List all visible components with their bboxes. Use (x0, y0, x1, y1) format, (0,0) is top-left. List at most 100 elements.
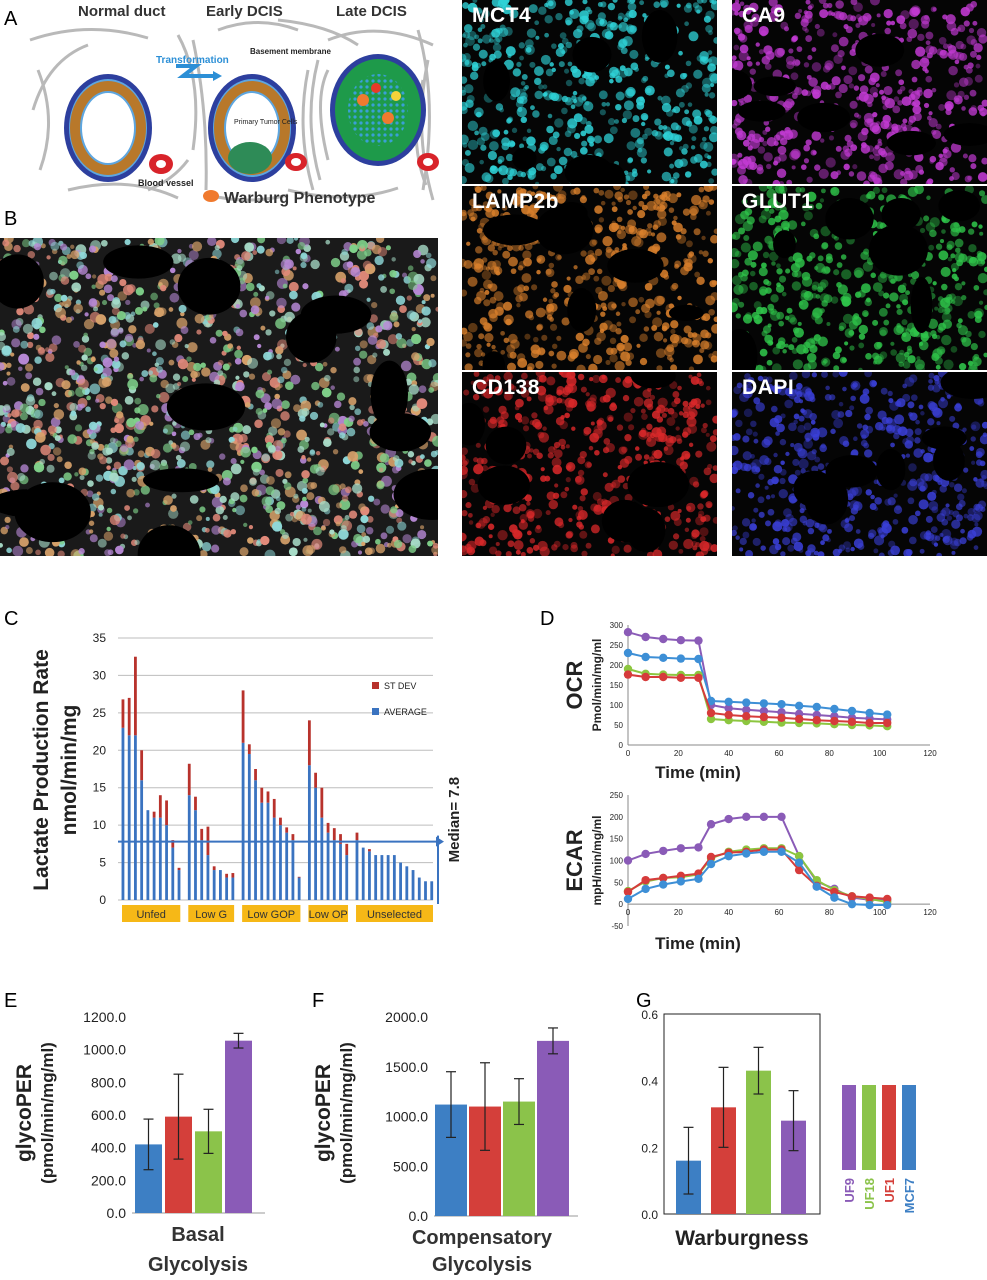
bar-average (374, 855, 378, 900)
group-label: Low OP (309, 909, 348, 921)
group-label-box (356, 905, 433, 922)
data-point (641, 875, 650, 885)
micrograph-lamp2b: LAMP2b (462, 186, 717, 370)
y-tick-label: 200 (610, 661, 624, 670)
lactate-production-chart: 0 5 10 15 20 25 30 35 Lactate Production Rate nmo… (30, 631, 463, 922)
y-tick-label: 200.0 (91, 1172, 126, 1188)
micrograph-label: CD138 (472, 376, 540, 399)
y-tick-label: 10 (93, 818, 107, 832)
y-tick-label: 0.0 (641, 1208, 658, 1222)
data-point (883, 900, 892, 910)
bar-average (326, 832, 330, 900)
bar-stdev (339, 834, 342, 844)
data-point (706, 696, 716, 706)
label-warburg-phenotype: Warburg Phenotype (224, 190, 376, 207)
y-axis-label-line1: Lactate Production Rate (30, 649, 53, 891)
bar-average (332, 840, 336, 900)
micrograph-glut1: GLUT1 (732, 186, 987, 370)
bar-stdev (177, 867, 181, 871)
y-axis-label: glycoPER (312, 1064, 335, 1162)
data-point (830, 716, 839, 726)
data-point (706, 714, 716, 724)
bar-stdev (355, 832, 359, 841)
bar-stdev (225, 873, 229, 878)
group-label-box (308, 905, 349, 922)
series-line (627, 668, 888, 728)
bar-stdev (326, 822, 330, 833)
legend-bar-uf18 (862, 1085, 876, 1170)
data-point (659, 672, 668, 682)
bar-average (345, 855, 349, 900)
data-point (641, 884, 650, 894)
x-tick-label: 120 (923, 908, 937, 917)
bar-stdev (165, 800, 168, 826)
bar-stdev (152, 811, 156, 818)
series-line (627, 673, 888, 724)
data-point (694, 673, 703, 682)
bar-stdev (285, 827, 289, 833)
data-point (759, 847, 769, 856)
bar-stdev (171, 840, 175, 848)
bar-average (231, 877, 235, 900)
data-point (883, 710, 892, 719)
series-line (627, 652, 888, 716)
bar-stdev (272, 798, 276, 818)
data-point (659, 846, 668, 856)
micrograph-label: DAPI (742, 376, 795, 399)
x-tick-label: 40 (724, 908, 733, 917)
bar-average (279, 825, 282, 900)
y-axis-sublabel: mpH/min/mg/ml (590, 815, 604, 905)
data-point (847, 899, 857, 909)
data-point (676, 673, 686, 682)
bar-stdev (140, 750, 144, 781)
x-tick-label: 100 (873, 749, 887, 758)
group-label: Low GOP (247, 909, 295, 921)
x-axis-label: Time (min) (655, 763, 741, 782)
label-transformation: Transformation (156, 55, 229, 66)
x-tick-label: 20 (674, 908, 683, 917)
bar-stdev (158, 795, 162, 818)
bar-average (297, 877, 301, 900)
bar-average (225, 877, 229, 900)
data-point (706, 708, 716, 718)
data-point (865, 718, 874, 728)
bar-average (430, 881, 434, 900)
data-point (742, 849, 751, 858)
bar-average (392, 855, 396, 900)
bar-average (194, 810, 197, 900)
y-tick-label: 200 (610, 813, 624, 822)
micrograph-label: CA9 (742, 4, 786, 27)
bar-stdev (187, 763, 191, 796)
data-point (742, 698, 751, 707)
data-point (847, 706, 857, 716)
y-tick-label: 0.4 (641, 1075, 658, 1089)
y-tick-label: 50 (614, 878, 623, 887)
micrograph-ca9: CA9 (732, 0, 987, 184)
legend-swatch-stdev (372, 682, 379, 689)
micrograph-label: MCT4 (472, 4, 532, 27)
data-point (676, 636, 686, 645)
data-point (694, 874, 703, 884)
bar-average (152, 817, 156, 900)
x-tick-label: 60 (775, 908, 784, 917)
x-axis-label-line2: Glycolysis (432, 1254, 532, 1276)
y-tick-label: 20 (93, 743, 107, 757)
data-point (659, 880, 668, 889)
basal-glycolysis-chart: 0.0 200.0 400.0 600.0 800.0 1000.0 1200.0 glyco… (13, 1009, 265, 1276)
data-point (777, 713, 786, 722)
bar-average (206, 855, 210, 900)
bar-stdev (332, 828, 336, 841)
bar-stdev (266, 791, 270, 803)
x-tick-label: 80 (825, 749, 834, 758)
bar-average (165, 825, 168, 900)
group-label-box (242, 905, 301, 922)
y-tick-label: 300 (610, 621, 624, 630)
y-axis-sublabel: (pmol/min/mg/ml) (38, 1042, 57, 1184)
bar-average (212, 870, 216, 900)
bar (225, 1040, 252, 1213)
bar-average (260, 802, 264, 900)
y-axis-sublabel: (pmol/min/mg/ml) (337, 1042, 356, 1184)
micrograph-dapi: DAPI (732, 372, 987, 556)
y-tick-label: 25 (93, 706, 107, 720)
y-tick-label: 400.0 (91, 1140, 126, 1156)
